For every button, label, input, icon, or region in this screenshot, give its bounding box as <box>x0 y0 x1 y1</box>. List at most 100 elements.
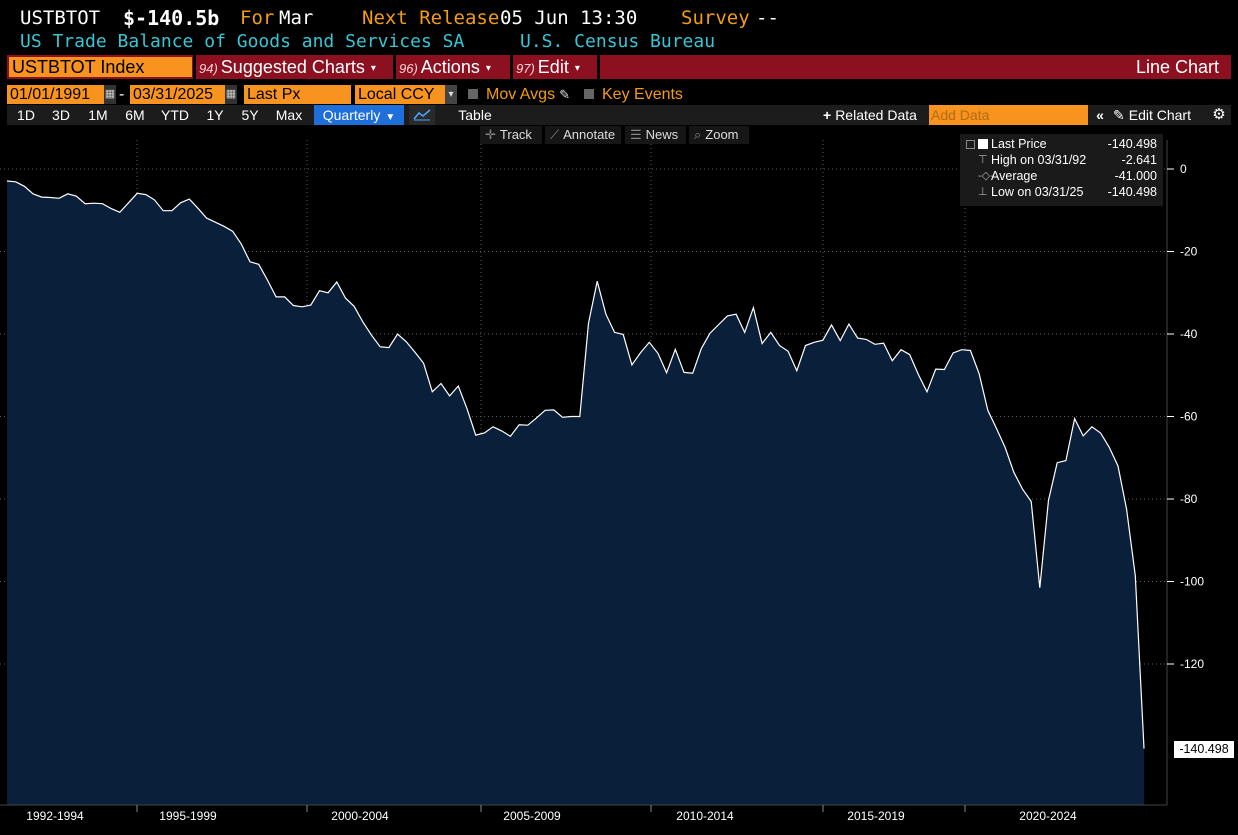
ticker: USTBTOT <box>20 7 101 29</box>
mov-avgs-toggle[interactable]: Mov Avgs ✎ <box>468 85 570 104</box>
range-max[interactable]: Max <box>275 107 303 123</box>
legend-average-label: Average <box>991 169 1038 183</box>
news-label: News <box>645 127 679 142</box>
edit-menu[interactable]: 97) Edit ▾ <box>516 55 580 79</box>
edit-label: Edit <box>537 57 569 77</box>
annotate-icon: ⟋ <box>550 127 560 142</box>
series-swatch-icon <box>978 139 988 149</box>
annotate-tool[interactable]: ⟋ Annotate <box>545 126 621 144</box>
series-line <box>6 180 1145 749</box>
magnifier-icon: ⌕ <box>694 127 702 142</box>
crosshair-icon: ✛ <box>485 127 496 142</box>
plus-icon: + <box>823 107 832 123</box>
headline-value: $-140.5b <box>123 6 220 30</box>
security-field[interactable]: USTBTOT Index <box>9 57 192 77</box>
y-tick-label: -20 <box>1180 245 1198 259</box>
key-events-label: Key Events <box>602 86 683 103</box>
legend-low: ⊥ Low on 03/31/25 -140.498 <box>960 184 1163 200</box>
average-marker-icon: -◇- <box>978 170 994 182</box>
range-6m[interactable]: 6M <box>125 107 145 123</box>
actions-menu[interactable]: 96) Actions ▾ <box>399 55 491 79</box>
checkbox-icon[interactable] <box>584 89 594 99</box>
series-description: US Trade Balance of Goods and Services S… <box>20 31 465 52</box>
next-release-date: 05 Jun 13:30 <box>500 7 638 29</box>
related-data-button[interactable]: + Related Data <box>819 105 927 125</box>
chevron-down-icon: ▼ <box>385 112 396 123</box>
range-1y[interactable]: 1Y <box>206 107 224 123</box>
dropdown-arrow-icon: ▾ <box>574 63 580 74</box>
survey-value: -- <box>756 7 779 29</box>
range-1m[interactable]: 1M <box>88 107 108 123</box>
end-date-field[interactable]: 03/31/2025 <box>130 85 226 104</box>
chevron-down-icon[interactable]: ▾ <box>445 85 457 104</box>
range-5y[interactable]: 5Y <box>241 107 259 123</box>
track-label: Track <box>499 127 532 142</box>
price-field-select[interactable]: Last Px <box>244 85 351 104</box>
legend-box: Last Price -140.498 ⊤ High on 03/31/92 -… <box>960 134 1163 206</box>
dropdown-arrow-icon: ▾ <box>485 63 491 74</box>
news-tool[interactable]: ☰ News <box>625 126 686 144</box>
suggested-charts-number: 94) <box>199 61 218 76</box>
y-tick-label: -60 <box>1180 410 1198 424</box>
legend-average-value: -41.000 <box>1114 169 1157 183</box>
y-tick-label: -120 <box>1180 657 1204 671</box>
legend-last-price[interactable]: Last Price -140.498 <box>960 136 1163 152</box>
zoom-tool[interactable]: ⌕ Zoom <box>689 126 749 144</box>
range-1d[interactable]: 1D <box>17 107 35 123</box>
checkbox-icon[interactable] <box>468 89 478 99</box>
news-icon: ☰ <box>630 127 642 142</box>
x-tick-label: 1995-1999 <box>159 809 217 823</box>
y-tick-label: -100 <box>1180 575 1204 589</box>
series-area-fill <box>7 181 1144 805</box>
add-data-input[interactable]: Add Data <box>929 105 1088 125</box>
annotate-label: Annotate <box>563 127 616 142</box>
suggested-charts-menu[interactable]: 94) Suggested Charts ▾ <box>199 55 376 79</box>
range-toolbar: 1D 3D 1M 6M YTD 1Y 5Y Max Quarterly ▼ Tab… <box>7 105 1231 125</box>
series-source: U.S. Census Bureau <box>520 31 716 52</box>
range-3d[interactable]: 3D <box>52 107 70 123</box>
y-tick-label: -40 <box>1180 327 1198 341</box>
zoom-label: Zoom <box>705 127 739 142</box>
next-release-label: Next Release <box>362 7 500 29</box>
related-data-label: Related Data <box>835 107 917 123</box>
chart-view-icon[interactable] <box>409 105 435 125</box>
edit-number: 97) <box>516 61 535 76</box>
low-marker-icon: ⊥ <box>978 186 988 198</box>
calendar-icon[interactable]: ▦ <box>104 85 116 104</box>
key-events-toggle[interactable]: Key Events <box>584 85 683 104</box>
chart-type-label: Line Chart <box>1135 57 1219 77</box>
x-tick-label: 2010-2014 <box>676 809 734 823</box>
date-separator: - <box>119 86 125 103</box>
frequency-select[interactable]: Quarterly ▼ <box>314 105 404 125</box>
x-tick-label: 2005-2009 <box>503 809 561 823</box>
last-value-tag: -140.498 <box>1174 741 1234 758</box>
track-tool[interactable]: ✛ Track <box>480 126 542 144</box>
pencil-icon: ✎ <box>1113 107 1125 123</box>
legend-high: ⊤ High on 03/31/92 -2.641 <box>960 152 1163 168</box>
actions-label: Actions <box>420 57 480 77</box>
legend-high-value: -2.641 <box>1121 153 1157 167</box>
currency-select[interactable]: Local CCY <box>355 85 446 104</box>
x-axis: 1992-1994 1995-1999 2000-2004 2005-2009 2010… <box>26 805 1077 823</box>
edit-chart-button[interactable]: ✎ Edit Chart <box>1113 105 1209 125</box>
calendar-icon[interactable]: ▦ <box>225 85 237 104</box>
x-tick-label: 1992-1994 <box>26 809 84 823</box>
legend-average: -◇- Average -41.000 <box>960 168 1163 184</box>
collapse-icon[interactable]: « <box>1096 107 1104 123</box>
period: Mar <box>279 7 314 29</box>
for-label: For <box>240 7 275 29</box>
gear-icon[interactable]: ⚙ <box>1212 106 1226 123</box>
table-view-button[interactable]: Table <box>458 107 492 123</box>
legend-low-value: -140.498 <box>1107 185 1157 199</box>
pencil-icon[interactable]: ✎ <box>559 87 570 102</box>
y-tick-label: -80 <box>1180 492 1198 506</box>
actions-number: 96) <box>399 61 418 76</box>
collapse-box-icon <box>966 140 975 149</box>
x-tick-label: 2020-2024 <box>1019 809 1077 823</box>
y-axis: 0 -20 -40 -60 -80 -100 -120 <box>1167 162 1204 671</box>
legend-last-value: -140.498 <box>1107 137 1157 151</box>
start-date-field[interactable]: 01/01/1991 <box>7 85 105 104</box>
range-ytd[interactable]: YTD <box>161 107 189 123</box>
dropdown-arrow-icon: ▾ <box>370 63 376 74</box>
